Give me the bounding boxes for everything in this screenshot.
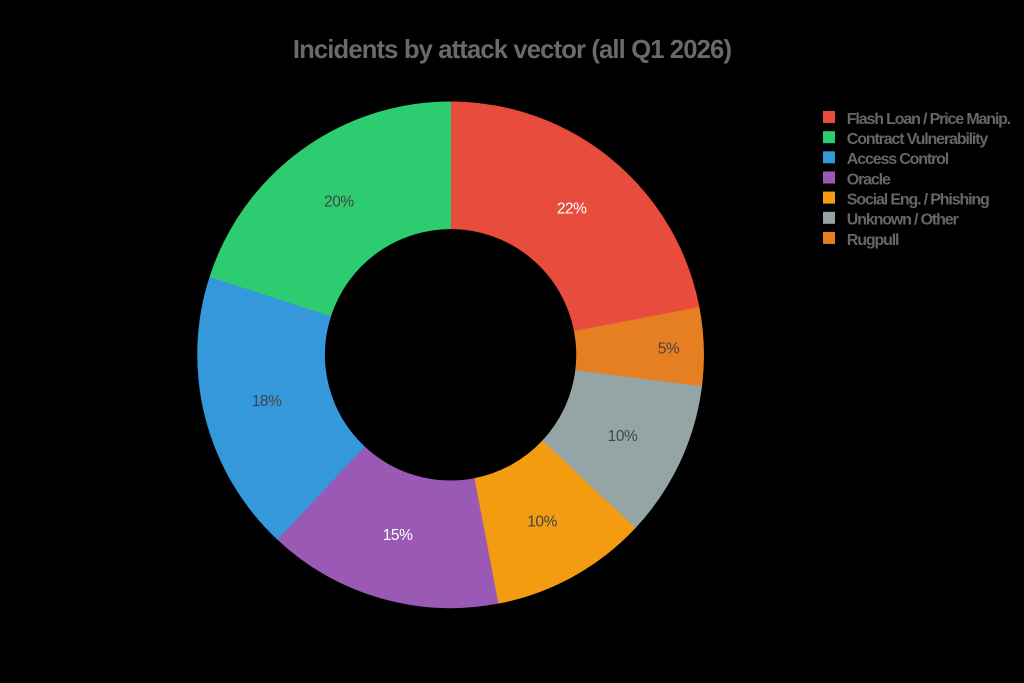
- svg-text:Flash Loan / Price Manip.: Flash Loan / Price Manip.: [847, 111, 1011, 128]
- svg-text:10%: 10%: [527, 514, 557, 531]
- svg-text:Rugpull: Rugpull: [847, 232, 899, 249]
- svg-text:5%: 5%: [658, 340, 680, 357]
- svg-text:20%: 20%: [324, 193, 354, 210]
- svg-text:22%: 22%: [557, 201, 587, 218]
- svg-text:Oracle: Oracle: [847, 171, 891, 188]
- svg-text:Social Eng. / Phishing: Social Eng. / Phishing: [847, 192, 989, 209]
- svg-text:15%: 15%: [383, 527, 413, 544]
- svg-text:Incidents by attack vector (al: Incidents by attack vector (all Q1 2026): [293, 36, 732, 64]
- svg-text:Contract Vulnerability: Contract Vulnerability: [847, 131, 989, 148]
- svg-text:Access Control: Access Control: [847, 151, 949, 168]
- svg-text:18%: 18%: [252, 393, 282, 410]
- svg-text:10%: 10%: [608, 428, 638, 445]
- svg-text:Unknown / Other: Unknown / Other: [847, 212, 959, 229]
